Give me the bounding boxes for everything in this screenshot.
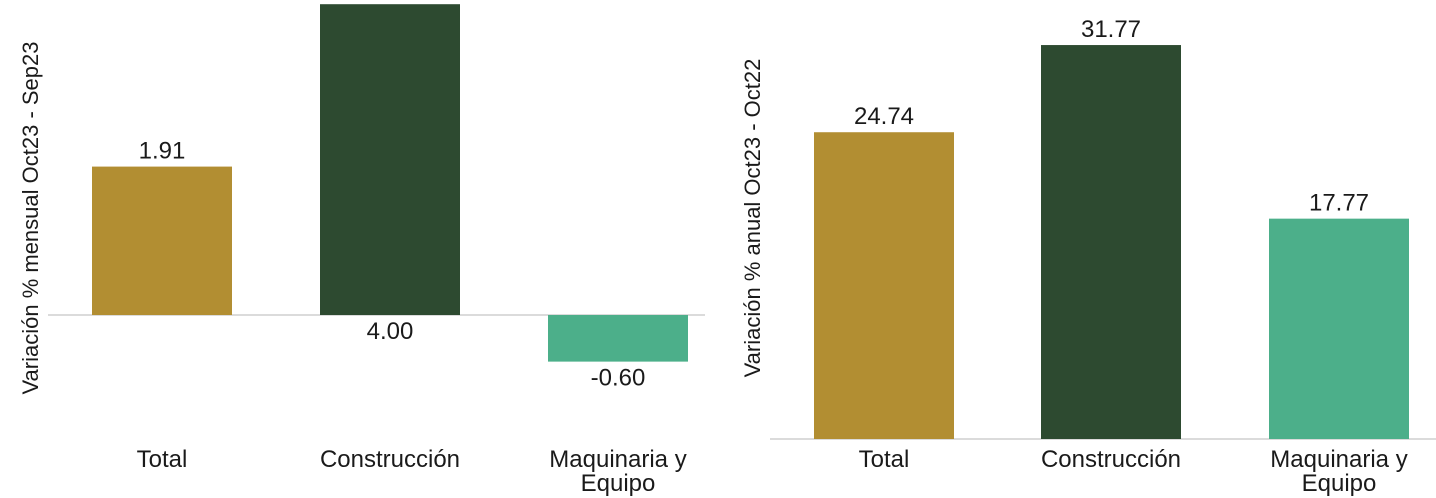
monthly-variation-chart: 1.91 Total 4.00 Construcción -0.60 Maquinaria… (18, 4, 705, 497)
bar-construccion (320, 4, 460, 315)
value-label-construccion: 31.77 (1081, 16, 1141, 43)
category-label-maquinaria-y-equipo-line2: Equipo (1302, 470, 1377, 497)
y-axis-title: Variación % mensual Oct23 - Sep23 (18, 42, 43, 395)
bar-maquinaria-y-equipo (1269, 219, 1409, 439)
value-label-total: 1.91 (139, 138, 186, 165)
value-label-maquinaria-y-equipo: 17.77 (1309, 190, 1369, 217)
category-label-total: Total (137, 446, 188, 473)
value-label-construccion: 4.00 (367, 318, 414, 345)
annual-variation-chart: 24.74 Total 31.77 Construcción 17.77 Maquinar… (740, 16, 1436, 497)
category-label-maquinaria-y-equipo: Maquinaria y (1270, 446, 1407, 473)
category-label-maquinaria-y-equipo-line2: Equipo (581, 470, 656, 497)
bar-total (92, 167, 232, 315)
bar-total (814, 132, 954, 439)
value-label-maquinaria-y-equipo: -0.60 (591, 365, 646, 392)
category-label-construccion: Construcción (320, 446, 460, 473)
bar-maquinaria-y-equipo (548, 315, 688, 362)
category-label-maquinaria-y-equipo: Maquinaria y (549, 446, 686, 473)
category-label-total: Total (859, 446, 910, 473)
value-label-total: 24.74 (854, 103, 914, 130)
y-axis-title: Variación % anual Oct23 - Oct22 (740, 59, 765, 378)
category-label-construccion: Construcción (1041, 446, 1181, 473)
bar-construccion (1041, 45, 1181, 439)
